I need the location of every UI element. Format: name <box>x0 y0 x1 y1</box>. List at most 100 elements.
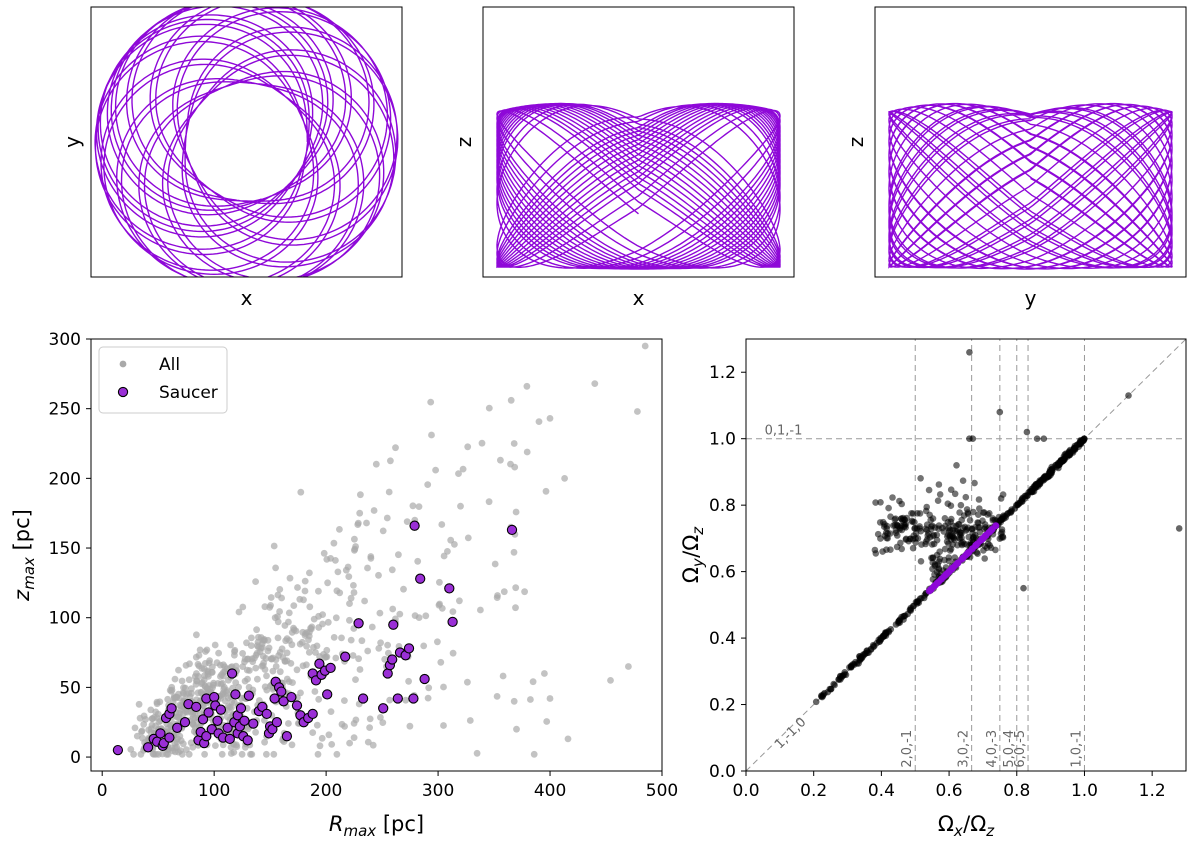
all-point <box>543 718 551 725</box>
all-point <box>253 649 261 657</box>
all-point <box>215 649 223 657</box>
saucer-point <box>340 651 351 662</box>
freq-point <box>947 518 954 526</box>
all-point <box>138 727 146 735</box>
vertical-resonance-label: 5,0,-4 <box>1002 730 1017 768</box>
all-point <box>306 603 314 611</box>
orbit-yz-panel: yz <box>844 6 1187 310</box>
all-point <box>387 457 394 465</box>
legend-saucer-label: Saucer <box>159 383 218 403</box>
all-point <box>330 634 338 641</box>
orbit-xz-ylabel: z <box>452 137 476 148</box>
all-point <box>243 666 251 674</box>
freq-point <box>877 499 884 506</box>
all-point <box>178 677 186 685</box>
vertical-resonance-label: 3,0,-2 <box>957 730 972 768</box>
orbit-yz-frame <box>874 6 1187 278</box>
all-point <box>530 750 538 758</box>
all-point <box>238 750 246 758</box>
all-point <box>561 475 568 482</box>
freq-xtick-label: 0.4 <box>868 781 895 801</box>
all-point <box>347 636 355 644</box>
all-point <box>400 585 407 593</box>
all-point <box>263 672 270 680</box>
saucer-point <box>403 643 415 654</box>
orbit-xz-xlabel: x <box>633 286 645 310</box>
saucer-point <box>387 654 398 665</box>
freq-point <box>947 486 955 494</box>
all-point <box>440 683 447 691</box>
freq-plot-area: 0,1,-1 2,0,-1 3,0,-2 4,0,-3 5,0,-46,0,-5 1,0,… <box>746 339 1186 771</box>
all-point <box>336 526 343 533</box>
all-point <box>350 582 357 589</box>
scatter-xtick-label: 400 <box>534 781 566 801</box>
freq-point <box>998 534 1005 541</box>
all-point <box>239 603 247 611</box>
all-point <box>493 693 501 700</box>
freq-ytick-label: 1.0 <box>709 430 736 450</box>
all-point <box>190 721 197 729</box>
freq-point <box>1033 435 1041 443</box>
freq-point <box>858 655 865 662</box>
all-point <box>428 431 435 439</box>
all-point <box>386 696 394 704</box>
all-point <box>198 679 206 686</box>
freq-point <box>933 536 941 544</box>
freq-points <box>812 349 1183 706</box>
all-point <box>424 694 432 702</box>
freq-point <box>980 547 987 554</box>
all-point <box>634 408 641 415</box>
saucer-point <box>142 742 154 753</box>
all-point <box>175 666 182 674</box>
legend-all-marker <box>119 360 127 368</box>
all-point <box>512 584 520 592</box>
orbit-xy-ylabel: y <box>60 136 84 148</box>
freq-point <box>914 510 921 517</box>
freq-point <box>931 571 938 578</box>
saucer-point <box>215 704 227 715</box>
freq-point <box>909 544 917 552</box>
all-point <box>355 655 362 663</box>
all-point <box>477 606 484 614</box>
all-point <box>347 594 355 602</box>
all-point <box>270 750 278 758</box>
freq-point <box>953 462 960 469</box>
all-point <box>473 749 481 757</box>
saucer-point <box>222 722 233 733</box>
freq-ytick-label: 0.4 <box>709 629 736 649</box>
freq-point <box>974 550 981 557</box>
all-point <box>218 750 226 758</box>
saucer-point <box>203 707 214 718</box>
horizontal-resonance-label: 0,1,-1 <box>765 424 803 439</box>
all-point <box>420 642 428 650</box>
saucer-point <box>235 703 247 714</box>
freq-point <box>1069 448 1076 455</box>
all-point <box>262 655 270 662</box>
all-point <box>383 514 391 522</box>
freq-point <box>964 510 972 518</box>
orbit-xz-orbit-line <box>496 102 781 270</box>
legend-box <box>98 346 228 414</box>
all-point <box>451 541 458 548</box>
freq-point <box>892 529 900 537</box>
all-point <box>274 634 282 642</box>
vertical-resonance-label: 2,0,-1 <box>900 730 915 768</box>
all-point <box>289 679 296 686</box>
all-point <box>261 603 269 611</box>
all-point <box>320 549 328 557</box>
all-point <box>641 342 649 350</box>
freq-point <box>923 521 931 528</box>
all-point <box>211 641 219 649</box>
all-point <box>396 610 404 618</box>
all-point <box>232 679 240 686</box>
all-point <box>244 675 251 683</box>
saucer-point <box>353 618 364 629</box>
freq-point <box>941 515 949 522</box>
all-point <box>449 649 457 657</box>
saucer-point <box>172 722 183 733</box>
all-point <box>424 481 432 488</box>
all-point <box>189 743 197 751</box>
freq-point <box>900 613 907 620</box>
all-point <box>425 684 433 692</box>
